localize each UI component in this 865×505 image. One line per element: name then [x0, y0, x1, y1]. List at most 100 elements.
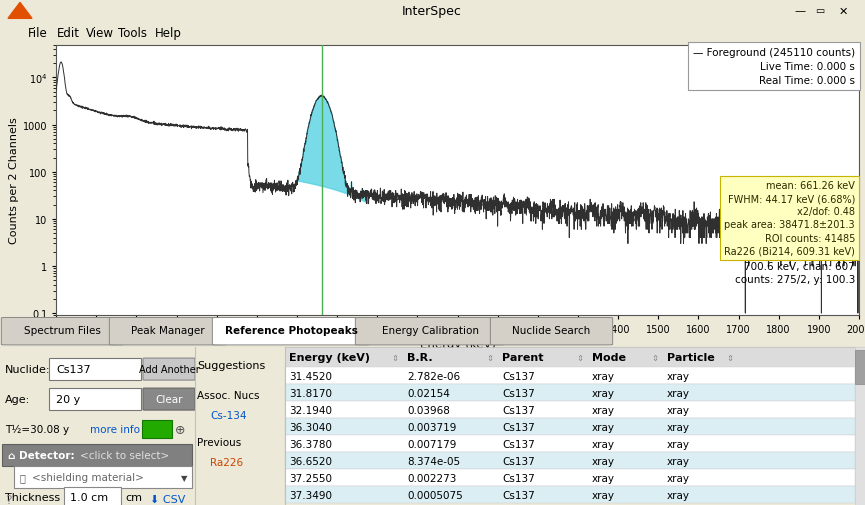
Text: Cs137: Cs137	[502, 456, 535, 466]
Text: 36.3780: 36.3780	[289, 439, 332, 448]
Text: Add Another: Add Another	[138, 365, 199, 374]
Text: View: View	[86, 27, 114, 40]
Bar	[285, 452, 855, 469]
Text: 20 y: 20 y	[56, 394, 80, 405]
Text: 700.6 keV, chan: 607
counts: 275/2, y: 100.3: 700.6 keV, chan: 607 counts: 275/2, y: 1…	[734, 262, 855, 285]
Text: 37.3490: 37.3490	[289, 489, 332, 499]
Text: xray: xray	[592, 456, 615, 466]
Text: Parent: Parent	[502, 352, 543, 363]
Text: Cs137: Cs137	[502, 422, 535, 432]
Text: Help: Help	[155, 27, 182, 40]
Text: 31.4520: 31.4520	[289, 371, 332, 381]
Text: 0.02154: 0.02154	[407, 388, 450, 398]
FancyBboxPatch shape	[143, 388, 195, 410]
X-axis label: Energy (keV): Energy (keV)	[420, 337, 496, 350]
Text: 0.007179: 0.007179	[407, 439, 457, 448]
Text: Nuclide Search: Nuclide Search	[512, 325, 591, 335]
FancyBboxPatch shape	[64, 487, 121, 505]
Text: ⇕: ⇕	[392, 353, 399, 362]
Text: Spectrum Files: Spectrum Files	[24, 325, 101, 335]
Text: 2.782e-06: 2.782e-06	[407, 371, 460, 381]
Text: 1.0 cm: 1.0 cm	[70, 492, 108, 502]
Text: Ra226: Ra226	[210, 457, 243, 467]
Text: Cs137: Cs137	[502, 405, 535, 415]
Text: mean: 661.26 keV
FWHM: 44.17 keV (6.68%)
x2/dof: 0.48
peak area: 38471.8±201.3
R: mean: 661.26 keV FWHM: 44.17 keV (6.68%)…	[724, 180, 855, 257]
Bar	[285, 469, 855, 486]
Text: 0.002273: 0.002273	[407, 473, 457, 483]
Bar	[285, 435, 855, 452]
Text: 8.374e-05: 8.374e-05	[407, 456, 460, 466]
Text: Tools: Tools	[119, 27, 148, 40]
Text: File: File	[29, 27, 48, 40]
Text: ▭: ▭	[816, 7, 824, 16]
Text: xray: xray	[592, 473, 615, 483]
Text: Clear: Clear	[155, 394, 183, 405]
Text: 0.003719: 0.003719	[407, 422, 457, 432]
Text: Particle: Particle	[667, 352, 714, 363]
Text: 32.1940: 32.1940	[289, 405, 332, 415]
Text: ⬇ CSV: ⬇ CSV	[150, 494, 185, 504]
Bar	[285, 347, 855, 367]
Text: Cs137: Cs137	[502, 388, 535, 398]
Text: 0.0005075: 0.0005075	[407, 489, 463, 499]
FancyBboxPatch shape	[14, 466, 192, 488]
FancyBboxPatch shape	[143, 359, 195, 380]
FancyBboxPatch shape	[212, 318, 369, 345]
Text: xray: xray	[667, 489, 690, 499]
Text: ▼: ▼	[181, 473, 187, 482]
Y-axis label: Counts per 2 Channels: Counts per 2 Channels	[9, 117, 18, 244]
Text: Peak Manager: Peak Manager	[131, 325, 205, 335]
Text: xray: xray	[592, 388, 615, 398]
Text: <shielding material>: <shielding material>	[32, 472, 144, 482]
Text: 36.3040: 36.3040	[289, 422, 332, 432]
Bar	[285, 367, 855, 384]
Text: Cs137: Cs137	[502, 489, 535, 499]
Text: xray: xray	[592, 371, 615, 381]
Text: xray: xray	[592, 405, 615, 415]
Text: Assoc. Nucs: Assoc. Nucs	[197, 390, 260, 400]
Text: Suggestions: Suggestions	[197, 361, 266, 370]
Text: Age:: Age:	[5, 394, 30, 405]
Text: — Foreground (245110 counts)
    Live Time: 0.000 s
    Real Time: 0.000 s: — Foreground (245110 counts) Live Time: …	[693, 48, 855, 86]
Text: Reference Photopeaks: Reference Photopeaks	[225, 325, 357, 335]
Text: Cs137: Cs137	[502, 473, 535, 483]
Text: ?: ?	[5, 492, 11, 505]
Text: xray: xray	[592, 439, 615, 448]
Text: ⊕: ⊕	[175, 423, 185, 436]
FancyBboxPatch shape	[356, 318, 504, 345]
FancyBboxPatch shape	[2, 444, 192, 466]
Bar	[855, 347, 865, 505]
Text: 31.8170: 31.8170	[289, 388, 332, 398]
Bar	[855, 350, 865, 384]
Text: cm: cm	[125, 492, 142, 502]
Text: —: —	[794, 7, 805, 16]
Text: Energy (keV): Energy (keV)	[289, 352, 370, 363]
Text: more info: more info	[90, 424, 140, 434]
Text: 36.6520: 36.6520	[289, 456, 332, 466]
FancyBboxPatch shape	[109, 318, 227, 345]
Text: Cs137: Cs137	[502, 371, 535, 381]
Text: Nuclide:: Nuclide:	[5, 365, 50, 374]
Text: xray: xray	[592, 422, 615, 432]
Text: Cs137: Cs137	[502, 439, 535, 448]
Text: ⇕: ⇕	[576, 353, 584, 362]
Bar	[285, 418, 855, 435]
Text: Mode: Mode	[592, 352, 626, 363]
Text: ✕: ✕	[838, 7, 848, 16]
Text: xray: xray	[592, 489, 615, 499]
Text: ⛨: ⛨	[20, 472, 26, 482]
Text: xray: xray	[667, 439, 690, 448]
Text: ⌂ Detector:: ⌂ Detector:	[8, 450, 74, 460]
Text: InterSpec: InterSpec	[402, 5, 462, 18]
Text: ⇕: ⇕	[727, 353, 734, 362]
Text: B.R.: B.R.	[407, 352, 432, 363]
Text: xray: xray	[667, 456, 690, 466]
Text: Energy Calibration: Energy Calibration	[381, 325, 478, 335]
Text: xray: xray	[667, 405, 690, 415]
FancyBboxPatch shape	[49, 388, 141, 410]
Text: 37.2550: 37.2550	[289, 473, 332, 483]
Text: Cs137: Cs137	[56, 365, 91, 374]
FancyBboxPatch shape	[2, 318, 124, 345]
Text: ⇕: ⇕	[486, 353, 494, 362]
Bar	[285, 486, 855, 503]
